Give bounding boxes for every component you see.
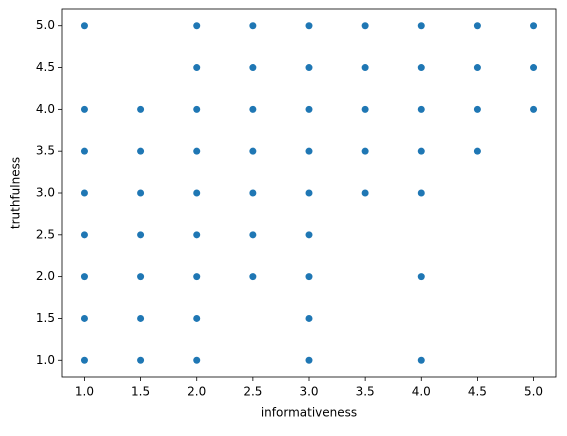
point xyxy=(137,356,145,364)
x-tick-label: 2.0 xyxy=(187,385,206,399)
point xyxy=(473,147,481,155)
point xyxy=(417,64,425,72)
point xyxy=(80,356,88,364)
point xyxy=(249,189,257,197)
point xyxy=(305,189,313,197)
point xyxy=(249,147,257,155)
x-tick-label: 1.5 xyxy=(131,385,150,399)
point xyxy=(80,22,88,30)
y-tick-label: 3.5 xyxy=(36,144,55,158)
point xyxy=(137,314,145,322)
point xyxy=(417,22,425,30)
point xyxy=(305,273,313,281)
y-tick-label: 3.0 xyxy=(36,186,55,200)
point xyxy=(137,231,145,239)
point xyxy=(193,231,201,239)
point xyxy=(80,314,88,322)
y-tick-label: 4.5 xyxy=(36,60,55,74)
point xyxy=(361,64,369,72)
point xyxy=(193,64,201,72)
point xyxy=(137,189,145,197)
point xyxy=(417,356,425,364)
point xyxy=(361,22,369,30)
point xyxy=(193,189,201,197)
point xyxy=(80,273,88,281)
x-tick-label: 4.5 xyxy=(468,385,487,399)
y-axis-label: truthfulness xyxy=(9,157,23,229)
point xyxy=(249,105,257,113)
point xyxy=(473,64,481,72)
point xyxy=(193,22,201,30)
point xyxy=(305,356,313,364)
point xyxy=(305,64,313,72)
x-axis-label: informativeness xyxy=(261,406,357,420)
point xyxy=(249,22,257,30)
point xyxy=(417,273,425,281)
point xyxy=(193,105,201,113)
y-tick-label: 2.5 xyxy=(36,227,55,241)
point xyxy=(193,147,201,155)
y-tick-label: 1.0 xyxy=(36,353,55,367)
x-tick-label: 3.5 xyxy=(356,385,375,399)
point xyxy=(417,189,425,197)
point xyxy=(305,22,313,30)
y-tick-label: 2.0 xyxy=(36,269,55,283)
y-tick-label: 1.5 xyxy=(36,311,55,325)
point xyxy=(249,231,257,239)
point xyxy=(249,64,257,72)
point xyxy=(417,147,425,155)
point xyxy=(80,105,88,113)
point xyxy=(137,105,145,113)
point xyxy=(361,189,369,197)
point xyxy=(473,22,481,30)
point xyxy=(361,147,369,155)
point xyxy=(80,189,88,197)
y-tick-label: 5.0 xyxy=(36,18,55,32)
x-tick-label: 1.0 xyxy=(75,385,94,399)
point xyxy=(193,356,201,364)
point xyxy=(305,147,313,155)
x-tick-label: 3.0 xyxy=(299,385,318,399)
point xyxy=(305,314,313,322)
point xyxy=(530,105,538,113)
point xyxy=(530,22,538,30)
point xyxy=(80,231,88,239)
point xyxy=(305,105,313,113)
point xyxy=(193,273,201,281)
x-tick-label: 2.5 xyxy=(243,385,262,399)
x-tick-label: 4.0 xyxy=(412,385,431,399)
point xyxy=(473,105,481,113)
point xyxy=(417,105,425,113)
point xyxy=(305,231,313,239)
x-tick-label: 5.0 xyxy=(524,385,543,399)
y-tick-label: 4.0 xyxy=(36,102,55,116)
point xyxy=(249,273,257,281)
point xyxy=(530,64,538,72)
point xyxy=(137,147,145,155)
point xyxy=(193,314,201,322)
point xyxy=(361,105,369,113)
point xyxy=(137,273,145,281)
point xyxy=(80,147,88,155)
